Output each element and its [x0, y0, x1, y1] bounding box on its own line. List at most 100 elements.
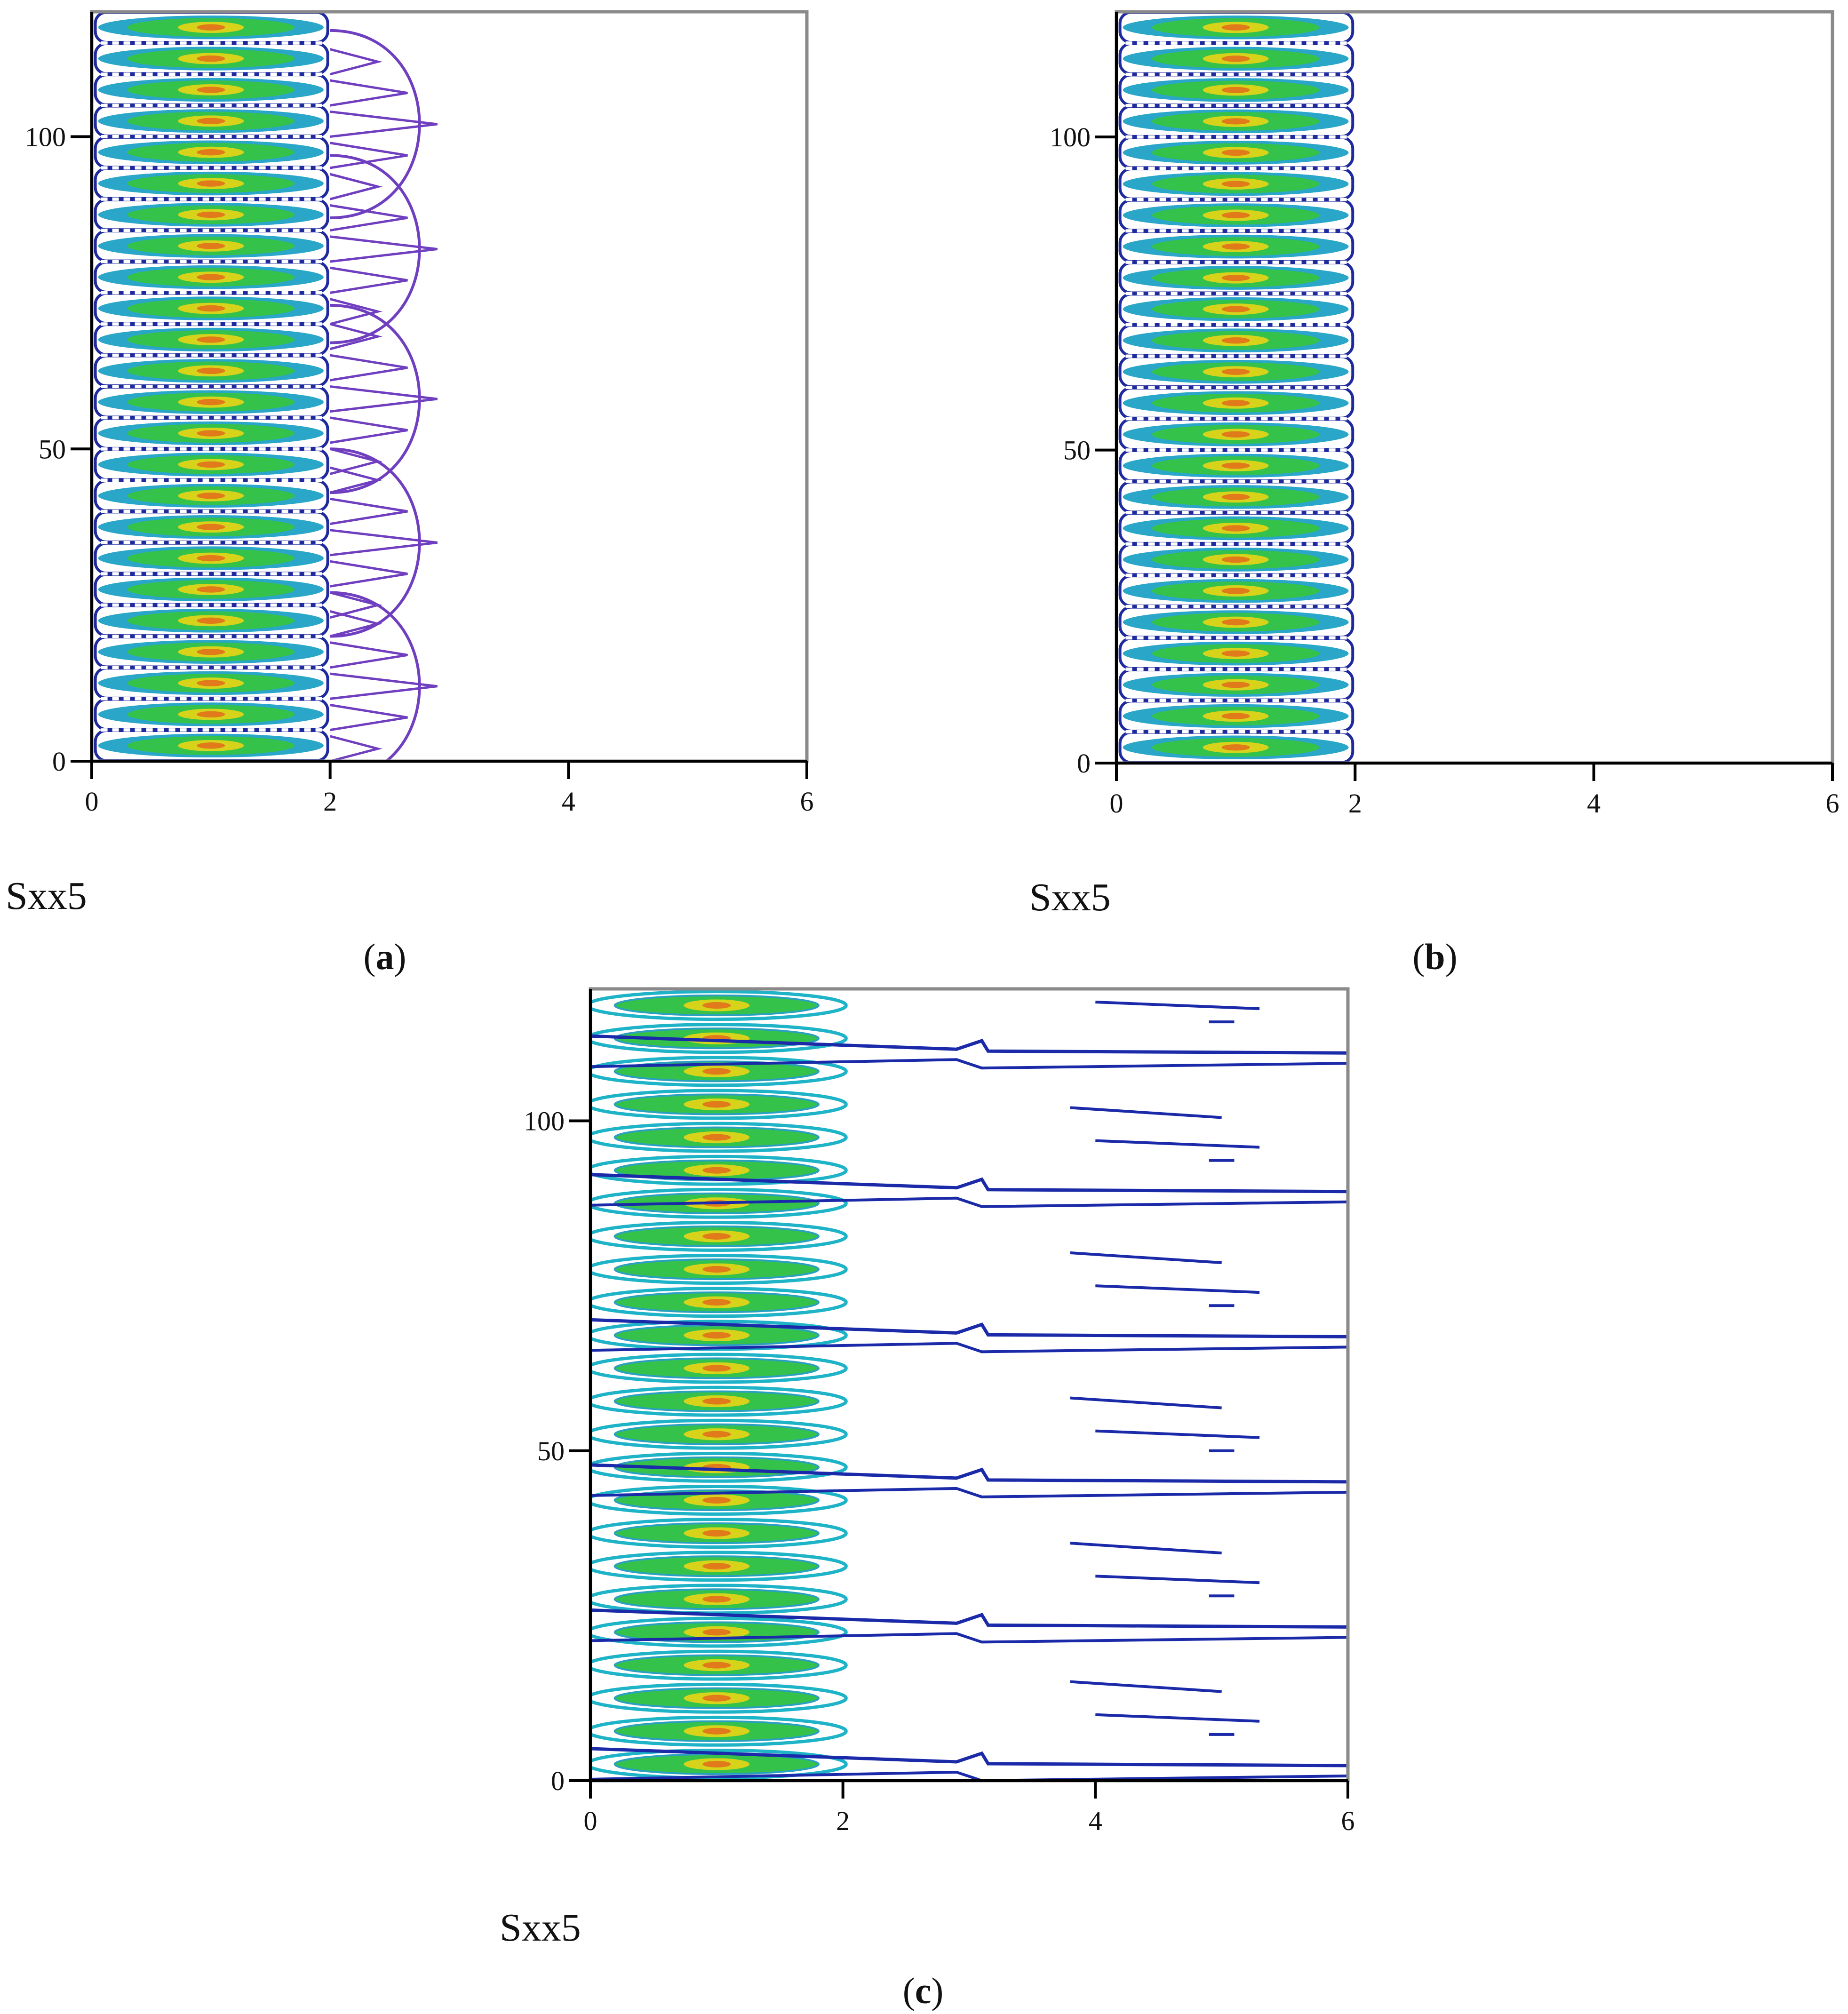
contour-peak [197, 180, 225, 187]
lobe-spike [330, 529, 438, 557]
contour-peak [197, 336, 225, 343]
contour-fragment [1070, 1251, 1222, 1265]
x-tick-label: 6 [1341, 1806, 1355, 1836]
lobe-spike [330, 447, 382, 475]
contour-peak [197, 211, 225, 218]
contour-fragment [1095, 1139, 1260, 1149]
caption-a: (a) [364, 936, 406, 977]
contour-band [590, 1649, 848, 1681]
contour-band [1118, 605, 1354, 640]
contour-peak [1221, 650, 1250, 657]
contour-line [590, 1451, 848, 1483]
contour-line [590, 1353, 848, 1384]
contour-band [1118, 199, 1354, 233]
contour-peak [197, 742, 225, 749]
contour-peak [702, 1530, 731, 1537]
contour-band [1118, 700, 1354, 733]
contour-peak [197, 493, 225, 499]
contour-line [590, 1122, 848, 1153]
contour-peak [1221, 212, 1250, 219]
lobe-spike [330, 173, 382, 200]
x-tick-label: 4 [1587, 788, 1601, 819]
contour-band [94, 573, 329, 607]
contour-band [1118, 511, 1354, 546]
outer-lobe [330, 591, 421, 761]
x-tick-label: 0 [1110, 788, 1123, 819]
contour-band [590, 1551, 848, 1582]
caption-letter-b: b [1425, 936, 1445, 977]
stripe-line [590, 1463, 1348, 1484]
contour-band [590, 990, 848, 1021]
contour-band [590, 1418, 848, 1450]
contour-peak [197, 87, 225, 93]
contour-line [590, 1649, 848, 1681]
contour-line [590, 1154, 848, 1186]
contour-peak [1221, 306, 1250, 312]
contour-fragment [1070, 1542, 1222, 1555]
contour-peak [197, 586, 225, 593]
contour-band [94, 448, 329, 482]
lobe-spike [330, 235, 438, 263]
lobe-spike [330, 298, 382, 326]
contour-band [94, 635, 329, 669]
lobe-spike [330, 591, 382, 619]
contour-band [590, 1584, 848, 1615]
contour-peak [1221, 368, 1250, 375]
contour-fragment [1095, 1001, 1260, 1011]
contour-band [94, 667, 329, 701]
contour-band [1118, 261, 1354, 295]
contour-peak [197, 367, 225, 374]
contour-peak [702, 1002, 731, 1009]
contour-band [1118, 637, 1354, 671]
stripe-line [590, 1632, 1348, 1644]
x-variable-label-b: Sxx5 [1029, 876, 1111, 919]
contour-peak [1221, 274, 1250, 281]
contour-peak [702, 1101, 731, 1108]
lobe-spike [330, 266, 408, 294]
stripe-line [590, 1608, 1348, 1629]
contour-peak [1221, 494, 1250, 501]
contour-peak [702, 1134, 731, 1141]
x-tick-label: 4 [562, 786, 575, 817]
contour-line [590, 1254, 848, 1285]
contour-line [590, 1518, 848, 1549]
contour-peak [702, 1662, 731, 1669]
lobe-spike [330, 641, 408, 669]
stripe-line [590, 1487, 1348, 1498]
contour-band [1118, 136, 1354, 170]
caption-c: (c) [903, 1970, 944, 2011]
contour-peak [1221, 681, 1250, 688]
contour-peak [197, 274, 225, 280]
contour-band [590, 1682, 848, 1714]
y-tick-label: 50 [1063, 435, 1091, 466]
outer-lobe [330, 154, 421, 344]
contour-peak [197, 461, 225, 468]
panel-c: 0 2 4 6 0 50 100 Sxx5 (c) [500, 987, 1355, 2011]
contour-peak [1221, 56, 1250, 62]
lobe-spike [330, 48, 382, 76]
contour-peak [702, 1760, 731, 1767]
outer-lobe [330, 29, 421, 220]
contour-peak [197, 118, 225, 124]
contour-peak [702, 1629, 731, 1636]
contour-band [94, 261, 329, 295]
contour-peak [1221, 87, 1250, 94]
contour-peak [702, 1497, 731, 1504]
contour-fragment [1070, 1396, 1222, 1409]
contour-band [1118, 574, 1354, 608]
contour-peak [702, 1695, 731, 1702]
contour-line [590, 1220, 848, 1252]
contour-band [590, 1254, 848, 1285]
stripe-line [590, 1034, 1348, 1055]
contour-peak [1221, 525, 1250, 532]
panel-b: 0 2 4 6 0 50 100 Sxx5 (b) [1029, 10, 1840, 977]
lobe-spike [330, 110, 438, 138]
contour-peak [702, 1596, 731, 1603]
contour-peak [1221, 400, 1250, 406]
outer-lobe [330, 303, 421, 494]
contour-band [590, 1122, 848, 1153]
contour-peak [197, 711, 225, 718]
x-variable-label-a: Sxx5 [6, 874, 87, 918]
contour-band [94, 729, 329, 761]
contour-peak [1221, 431, 1250, 438]
